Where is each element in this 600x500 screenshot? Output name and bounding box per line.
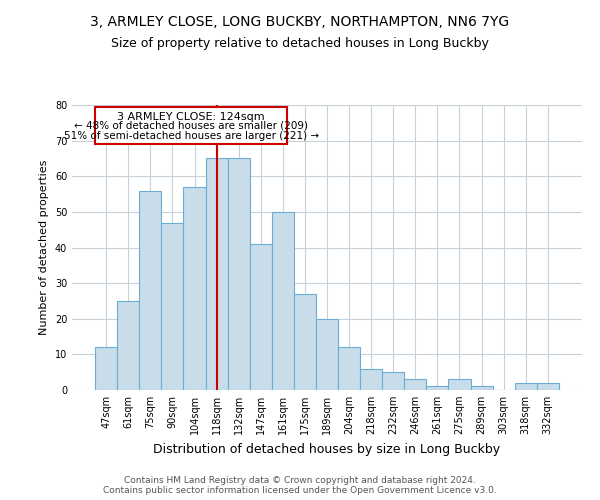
Bar [227, 158, 250, 390]
Bar [404, 380, 427, 390]
Bar [206, 158, 227, 390]
Bar [470, 386, 493, 390]
Bar [338, 347, 360, 390]
Text: 51% of semi-detached houses are larger (221) →: 51% of semi-detached houses are larger (… [64, 132, 319, 141]
Bar [117, 301, 139, 390]
Bar [272, 212, 294, 390]
Bar [95, 347, 117, 390]
Text: Size of property relative to detached houses in Long Buckby: Size of property relative to detached ho… [111, 38, 489, 51]
Bar [360, 368, 382, 390]
Text: Contains HM Land Registry data © Crown copyright and database right 2024.
Contai: Contains HM Land Registry data © Crown c… [103, 476, 497, 495]
Bar [448, 380, 470, 390]
Bar [184, 187, 206, 390]
Text: 3 ARMLEY CLOSE: 124sqm: 3 ARMLEY CLOSE: 124sqm [118, 112, 265, 122]
Bar [294, 294, 316, 390]
Bar [316, 319, 338, 390]
Bar [537, 383, 559, 390]
X-axis label: Distribution of detached houses by size in Long Buckby: Distribution of detached houses by size … [154, 442, 500, 456]
Bar [515, 383, 537, 390]
Bar [382, 372, 404, 390]
Bar [250, 244, 272, 390]
Text: 3, ARMLEY CLOSE, LONG BUCKBY, NORTHAMPTON, NN6 7YG: 3, ARMLEY CLOSE, LONG BUCKBY, NORTHAMPTO… [91, 15, 509, 29]
Bar [427, 386, 448, 390]
Y-axis label: Number of detached properties: Number of detached properties [39, 160, 49, 335]
Text: ← 48% of detached houses are smaller (209): ← 48% of detached houses are smaller (20… [74, 120, 308, 130]
Bar [139, 190, 161, 390]
Bar [161, 222, 184, 390]
FancyBboxPatch shape [95, 107, 287, 144]
